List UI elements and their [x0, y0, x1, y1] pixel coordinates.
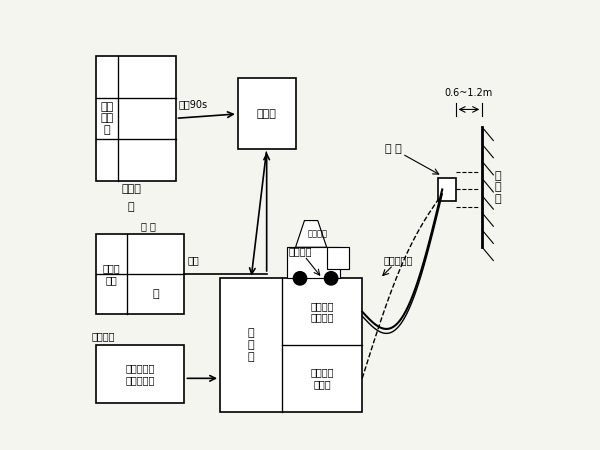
Text: 水: 水	[128, 202, 134, 212]
Text: 速凝剂掺
加系统: 速凝剂掺 加系统	[310, 368, 334, 389]
Polygon shape	[296, 220, 326, 247]
Text: 室提风压与
进料量匹配: 室提风压与 进料量匹配	[125, 363, 155, 385]
Bar	[220, 279, 362, 412]
Text: 外加剂，: 外加剂，	[91, 331, 115, 341]
Bar	[238, 78, 296, 149]
Text: 受
喷
面: 受 喷 面	[494, 171, 501, 204]
Circle shape	[325, 272, 338, 285]
Bar	[287, 247, 340, 279]
Bar	[438, 178, 455, 201]
Circle shape	[293, 272, 307, 285]
Bar	[326, 247, 349, 270]
Bar	[95, 345, 184, 403]
Text: 第二次
投料: 第二次 投料	[102, 263, 120, 285]
Text: 喷 嘴: 喷 嘴	[385, 144, 402, 154]
Text: 湿
喷
机: 湿 喷 机	[248, 328, 254, 362]
Text: 搅拌机: 搅拌机	[257, 109, 277, 119]
Text: 0.6~1.2m: 0.6~1.2m	[445, 88, 493, 99]
Bar	[95, 234, 184, 314]
Text: 水: 水	[152, 289, 159, 299]
Text: 粗细骨: 粗细骨	[121, 184, 141, 194]
Text: 搅拌: 搅拌	[187, 255, 199, 265]
Text: 搅拌90s: 搅拌90s	[179, 99, 208, 109]
Text: 砼运输车: 砼运输车	[308, 230, 328, 238]
Bar	[95, 56, 176, 180]
Text: 转子凸轮
喷料机构: 转子凸轮 喷料机构	[310, 301, 334, 323]
Text: 速凝剂管路: 速凝剂管路	[383, 256, 412, 266]
Text: 第一
次投
料: 第一 次投 料	[100, 102, 113, 135]
Text: 搅 和: 搅 和	[142, 222, 157, 232]
Text: 砼输送管: 砼输送管	[288, 247, 312, 256]
